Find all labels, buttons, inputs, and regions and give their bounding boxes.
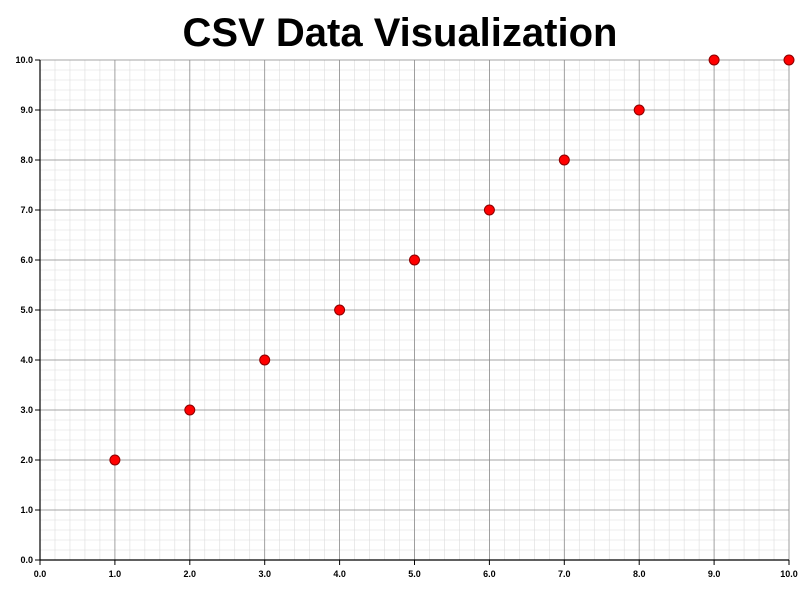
y-tick-label: 9.0: [20, 105, 33, 115]
data-point: [708, 54, 720, 66]
x-tick-label: 1.0: [109, 569, 122, 579]
y-tick-label: 10.0: [15, 55, 33, 65]
x-axis-tick-labels: 0.0 1.0 2.0 3.0 4.0 5.0 6.0 7.0 8.0 9.0 10.0: [34, 569, 798, 579]
y-tick-label: 1.0: [20, 505, 33, 515]
axes: [35, 59, 790, 565]
y-tick-label: 8.0: [20, 155, 33, 165]
x-tick-label: 5.0: [408, 569, 421, 579]
data-point: [483, 204, 495, 216]
y-tick-label: 5.0: [20, 305, 33, 315]
data-point: [184, 404, 196, 416]
data-point: [558, 154, 570, 166]
y-tick-label: 0.0: [20, 555, 33, 565]
data-point: [783, 54, 795, 66]
data-point: [109, 454, 121, 466]
data-point: [259, 354, 271, 366]
y-tick-label: 4.0: [20, 355, 33, 365]
x-tick-label: 8.0: [633, 569, 646, 579]
x-tick-label: 4.0: [333, 569, 346, 579]
data-points: [109, 54, 795, 466]
data-point: [334, 304, 346, 316]
y-tick-label: 2.0: [20, 455, 33, 465]
data-point: [633, 104, 645, 116]
y-axis-tick-labels: 0.0 1.0 2.0 3.0 4.0 5.0 6.0 7.0 8.0 9.0 10.0: [15, 55, 33, 565]
y-tick-label: 3.0: [20, 405, 33, 415]
x-tick-label: 3.0: [258, 569, 271, 579]
chart-title: CSV Data Visualization: [182, 11, 618, 55]
x-tick-label: 7.0: [558, 569, 571, 579]
x-tick-label: 6.0: [483, 569, 496, 579]
data-point: [409, 254, 420, 266]
y-tick-label: 7.0: [20, 205, 33, 215]
x-tick-label: 10.0: [780, 569, 798, 579]
x-tick-label: 2.0: [184, 569, 197, 579]
major-grid: [39, 59, 790, 561]
y-tick-label: 6.0: [20, 255, 33, 265]
x-tick-label: 0.0: [34, 569, 47, 579]
x-tick-label: 9.0: [708, 569, 721, 579]
